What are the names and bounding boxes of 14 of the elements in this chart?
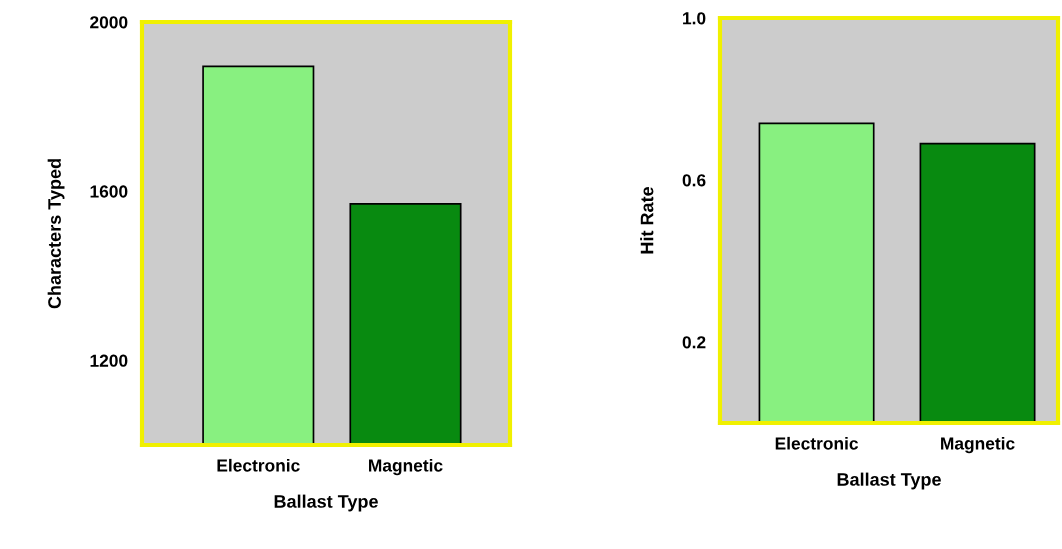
x-tick-label: Magnetic: [369, 458, 443, 476]
y-axis-title: Hit Rate: [640, 187, 654, 254]
y-axis-title: Characters Typed: [47, 159, 65, 309]
y-tick-label: 0.2: [682, 336, 706, 349]
x-axis-title: Ballast Type: [837, 472, 941, 490]
y-tick-label: 0.6: [682, 174, 706, 187]
x-axis-title: Ballast Type: [274, 494, 378, 512]
y-tick-label: 2000: [90, 16, 128, 29]
y-tick-label: 1200: [90, 354, 128, 367]
x-tick-label: Electronic: [217, 458, 300, 472]
y-tick-label: 1.0: [683, 12, 706, 25]
y-tick-label: 1600: [90, 185, 128, 198]
x-tick-label: Magnetic: [941, 436, 1015, 454]
x-tick-label: Electronic: [775, 436, 859, 450]
